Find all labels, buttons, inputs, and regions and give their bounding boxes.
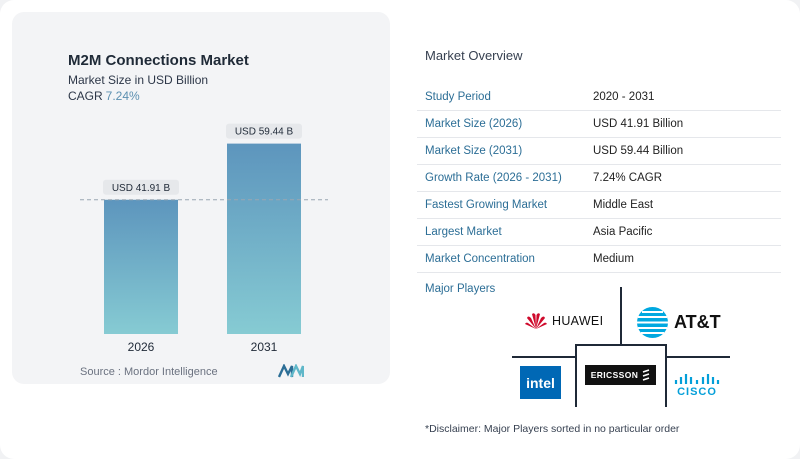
grid-divider xyxy=(512,356,575,358)
bar-chart: USD 41.91 B 2026 USD 59.44 B 2031 xyxy=(80,123,328,354)
overview-value: 7.24% CAGR xyxy=(593,172,663,184)
overview-row: Market Concentration Medium xyxy=(417,246,781,273)
overview-table: Study Period 2020 - 2031 Market Size (202… xyxy=(417,84,781,273)
x-tick-label: 2026 xyxy=(128,340,155,354)
source-note: Source : Mordor Intelligence xyxy=(80,366,218,378)
overview-row: Largest Market Asia Pacific xyxy=(417,219,781,246)
overview-row: Fastest Growing Market Middle East xyxy=(417,192,781,219)
grid-divider xyxy=(665,344,667,407)
overview-value: Asia Pacific xyxy=(593,226,653,238)
att-globe-icon xyxy=(637,307,668,338)
cagr-value: 7.24% xyxy=(105,89,140,103)
chart-card xyxy=(12,12,390,384)
overview-value: USD 59.44 Billion xyxy=(593,145,684,157)
overview-value: Middle East xyxy=(593,199,654,211)
att-logo: AT&T xyxy=(636,306,721,339)
overview-label: Growth Rate (2026 - 2031) xyxy=(425,172,562,184)
data-label: USD 41.91 B xyxy=(112,183,171,194)
data-label-bg xyxy=(103,179,179,195)
overview-label: Study Period xyxy=(425,91,491,103)
cisco-bridge-icon xyxy=(674,374,720,384)
disclaimer: *Disclaimer: Major Players sorted in no … xyxy=(425,423,680,435)
intel-wordmark: intel xyxy=(526,374,555,391)
ericsson-wordmark: ERICSSON xyxy=(590,370,639,380)
overview-label: Market Size (2031) xyxy=(425,145,523,157)
intel-logo: intel xyxy=(520,366,561,399)
cisco-wordmark: CISCO xyxy=(677,386,717,398)
grid-divider xyxy=(620,287,622,344)
huawei-petals-icon xyxy=(525,313,547,329)
overview-label: Largest Market xyxy=(425,226,502,238)
overview-row: Market Size (2031) USD 59.44 Billion xyxy=(417,138,781,165)
grid-divider xyxy=(575,344,577,407)
overview-value: USD 41.91 Billion xyxy=(593,118,684,130)
cisco-logo: CISCO xyxy=(674,373,720,398)
huawei-wordmark: HUAWEI xyxy=(552,314,604,328)
data-label: USD 59.44 B xyxy=(235,127,294,138)
mordor-logo-icon xyxy=(278,364,304,378)
ericsson-bars-icon xyxy=(643,369,650,381)
huawei-logo: HUAWEI xyxy=(525,312,603,330)
overview-label: Market Size (2026) xyxy=(425,118,523,130)
bar-2026 xyxy=(104,199,178,334)
overview-row: Study Period 2020 - 2031 xyxy=(417,84,781,111)
chart-subtitle: Market Size in USD Billion xyxy=(68,73,209,87)
chart-title: M2M Connections Market xyxy=(68,52,249,69)
overview-row: Market Size (2026) USD 41.91 Billion xyxy=(417,111,781,138)
ericsson-logo: ERICSSON xyxy=(585,365,656,385)
overview-title: Market Overview xyxy=(425,48,523,63)
data-label-bg xyxy=(226,123,302,139)
att-wordmark: AT&T xyxy=(674,312,721,332)
overview-label: Market Concentration xyxy=(425,253,535,265)
major-players-label: Major Players xyxy=(425,283,496,295)
overview-label: Fastest Growing Market xyxy=(425,199,548,211)
bar-2031 xyxy=(227,143,301,334)
cagr-label: CAGR xyxy=(68,89,103,103)
grid-divider xyxy=(575,344,666,346)
overview-value: Medium xyxy=(593,253,634,265)
cagr-row: CAGR 7.24% xyxy=(68,89,140,103)
x-tick-label: 2031 xyxy=(251,340,278,354)
overview-row: Growth Rate (2026 - 2031) 7.24% CAGR xyxy=(417,165,781,192)
grid-divider xyxy=(666,356,730,358)
overview-value: 2020 - 2031 xyxy=(593,91,655,103)
